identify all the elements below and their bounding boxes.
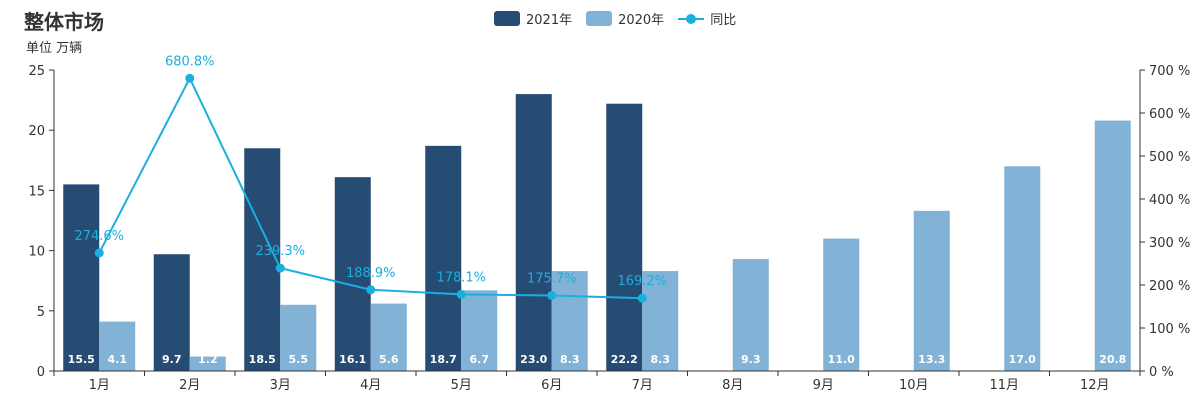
y-left-tick-label: 25 (28, 64, 45, 79)
x-tick-label: 3月 (270, 378, 291, 393)
bar-2020 (461, 290, 498, 371)
bar-label-2020: 5.5 (289, 353, 309, 366)
bar-2020 (280, 304, 317, 371)
bar-label-2020: 11.0 (828, 353, 855, 366)
bar-label-2020: 5.6 (379, 353, 399, 366)
bar-2020 (551, 271, 588, 371)
legend-item-2021[interactable]: 2021年 (494, 9, 572, 28)
bar-label-2020: 1.2 (198, 353, 218, 366)
bar-label-2021: 22.2 (611, 353, 638, 366)
bar-label-2021: 16.1 (339, 353, 366, 366)
bar-label-2020: 9.3 (741, 353, 761, 366)
bar-2020 (370, 303, 407, 371)
bar-label-2021: 15.5 (68, 353, 95, 366)
yoy-point (94, 248, 104, 258)
bar-2020 (913, 210, 950, 371)
bar-label-2021: 18.5 (249, 353, 276, 366)
bar-2021 (63, 184, 100, 371)
bar-2021 (606, 103, 643, 371)
bar-2020 (1004, 166, 1041, 371)
y-right-tick-label: 300 % (1149, 236, 1190, 251)
y-left-tick-label: 20 (28, 124, 45, 139)
yoy-point (637, 293, 647, 303)
yoy-point (456, 289, 466, 299)
bar-2020 (732, 259, 769, 371)
legend-item-2020[interactable]: 2020年 (586, 9, 664, 28)
x-tick-label: 8月 (722, 378, 743, 393)
chart-title: 整体市场 (24, 10, 104, 34)
x-tick-label: 10月 (899, 378, 929, 393)
legend-line-marker-icon (678, 11, 705, 26)
bar-label-2020: 17.0 (1009, 353, 1036, 366)
x-tick-label: 7月 (632, 378, 653, 393)
bar-label-2021: 9.7 (162, 353, 182, 366)
bar-2021 (334, 177, 371, 371)
y-right-tick-label: 500 % (1149, 150, 1190, 165)
bar-label-2020: 4.1 (108, 353, 128, 366)
legend-swatch-2021 (494, 10, 520, 26)
bar-label-2020: 8.3 (560, 353, 580, 366)
yoy-point-label: 239.3% (255, 244, 305, 259)
yoy-point-label: 175.7% (527, 271, 577, 286)
yoy-point-label: 274.6% (74, 229, 124, 244)
legend-label-yoy: 同比 (710, 12, 737, 28)
legend-label-2020: 2020年 (618, 12, 665, 28)
bar-2020 (189, 356, 226, 371)
bar-label-2021: 23.0 (520, 353, 547, 366)
yoy-point-label: 680.8% (165, 54, 215, 69)
x-tick-label: 9月 (813, 378, 834, 393)
y-right-tick-label: 600 % (1149, 107, 1190, 122)
bar-2021 (244, 148, 281, 371)
bar-label-2020: 13.3 (918, 353, 945, 366)
yoy-point (275, 263, 285, 273)
bar-label-2020: 20.8 (1099, 353, 1126, 366)
bar-2021 (153, 254, 190, 371)
yoy-point-label: 169.2% (617, 274, 667, 289)
y-left-tick-label: 15 (28, 184, 45, 199)
y-axis-unit-label: 单位 万辆 (26, 41, 83, 56)
bar-label-2021: 18.7 (430, 353, 457, 366)
yoy-point (366, 285, 376, 295)
x-tick-label: 1月 (89, 378, 110, 393)
yoy-point-label: 178.1% (436, 270, 486, 285)
bar-2020 (823, 238, 860, 371)
y-right-tick-label: 200 % (1149, 279, 1190, 294)
yoy-point (547, 290, 557, 300)
legend-swatch-2020 (586, 10, 613, 26)
y-right-tick-label: 400 % (1149, 193, 1190, 208)
bar-2020 (99, 321, 136, 371)
y-left-tick-label: 10 (28, 245, 45, 260)
x-tick-label: 4月 (360, 378, 381, 393)
legend: 2021年 2020年 同比 (494, 8, 750, 28)
x-tick-label: 12月 (1080, 378, 1110, 393)
yoy-point-label: 188.9% (346, 266, 396, 281)
bar-label-2020: 8.3 (651, 353, 671, 366)
yoy-point (185, 73, 195, 83)
bar-label-2020: 6.7 (470, 353, 490, 366)
y-left-tick-label: 5 (37, 305, 45, 320)
y-right-tick-label: 0 % (1149, 365, 1174, 380)
bar-2021 (425, 145, 462, 371)
x-tick-label: 11月 (989, 378, 1019, 393)
x-tick-label: 6月 (541, 378, 562, 393)
bar-2021 (515, 94, 552, 371)
y-left-tick-label: 0 (37, 365, 45, 380)
y-right-tick-label: 100 % (1149, 322, 1190, 337)
y-right-tick-label: 700 % (1149, 64, 1190, 79)
legend-item-yoy[interactable]: 同比 (678, 9, 736, 28)
bar-2020 (1094, 120, 1131, 372)
bar-2020 (642, 271, 679, 371)
x-tick-label: 2月 (179, 378, 200, 393)
legend-label-2021: 2021年 (526, 12, 573, 28)
x-tick-label: 5月 (451, 378, 472, 393)
